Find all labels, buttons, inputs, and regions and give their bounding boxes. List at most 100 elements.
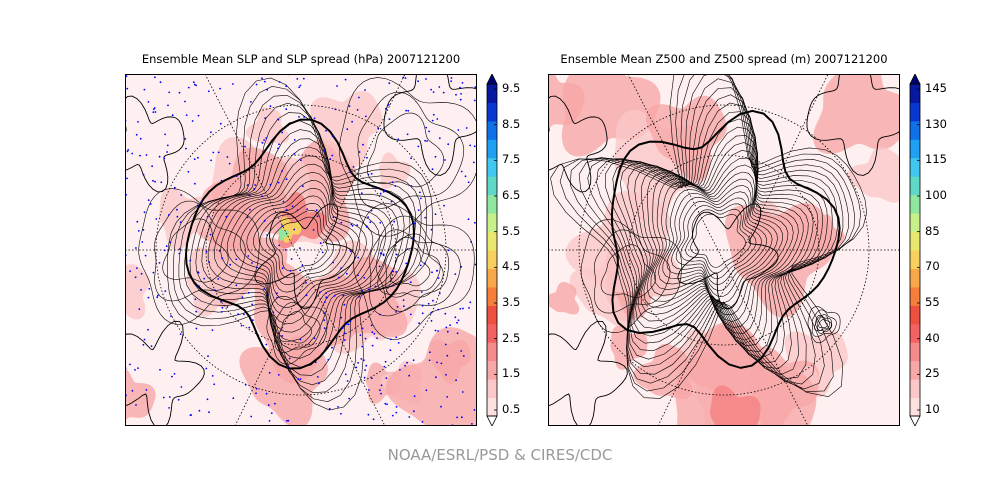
colorbar-tick-label: 85 [925, 223, 940, 238]
observation-dot [251, 262, 253, 264]
observation-dot [391, 414, 394, 417]
observation-dot [154, 76, 156, 79]
observation-dot [203, 277, 206, 280]
observation-dot [395, 411, 398, 414]
observation-dot [462, 307, 464, 310]
observation-dot [178, 91, 181, 94]
observation-dot [139, 137, 142, 140]
observation-dot [313, 337, 316, 340]
observation-dot [379, 192, 382, 195]
contour-line [239, 180, 361, 308]
colorbar-bin [910, 379, 920, 399]
observation-dot [221, 306, 224, 309]
observation-dot [412, 359, 415, 362]
spread-shading [725, 203, 834, 318]
observation-dot [473, 145, 476, 148]
observation-dot [329, 158, 332, 160]
contour-line [815, 314, 832, 334]
observation-dot [446, 396, 449, 398]
slp-map [125, 74, 477, 426]
observation-dot [456, 416, 458, 419]
observation-dot [299, 247, 301, 250]
observation-dot [232, 83, 234, 85]
colorbar-bin [910, 176, 920, 196]
observation-dot [220, 300, 222, 303]
observation-dot [192, 81, 195, 84]
observation-dot [464, 175, 467, 178]
observation-dot [473, 161, 475, 164]
observation-dot [395, 271, 397, 273]
colorbar-tick-label: 9.5 [502, 81, 521, 95]
observation-dot [126, 177, 128, 180]
observation-dot [312, 229, 315, 231]
observation-dot [139, 154, 141, 157]
observation-dot [240, 324, 243, 327]
observation-dot [179, 221, 182, 224]
observation-dot [187, 86, 190, 89]
observation-dot [316, 376, 319, 378]
colorbar-bin [487, 342, 497, 362]
contour-line [671, 191, 768, 291]
colorbar-bin [910, 157, 920, 177]
observation-dot [137, 367, 139, 369]
observation-dot [254, 184, 256, 186]
observation-dot [255, 266, 258, 269]
observation-dot [281, 267, 284, 270]
observation-dot [336, 85, 338, 87]
observation-dot [418, 322, 420, 325]
observation-dot [390, 200, 393, 203]
observation-dot [270, 412, 273, 414]
observation-dot [365, 225, 368, 228]
contour-line [375, 229, 449, 312]
observation-dot [370, 172, 373, 175]
observation-dot [325, 296, 328, 299]
observation-dot [137, 121, 139, 123]
colorbar-bin [910, 397, 920, 417]
colorbar-bin [910, 84, 920, 103]
observation-dot [180, 194, 183, 196]
coastline [806, 74, 900, 176]
observation-dot [343, 332, 346, 335]
contour-line [173, 85, 427, 403]
latitude-circle [578, 104, 870, 396]
colorbar-tick-label: 4.5 [502, 259, 521, 274]
observation-dot [358, 151, 361, 153]
observation-dot [473, 99, 476, 102]
observation-dot [367, 216, 369, 219]
observation-dot [141, 241, 144, 243]
observation-dot [459, 98, 462, 101]
contour-line [252, 195, 348, 293]
observation-dot [318, 382, 320, 385]
observation-dot [269, 105, 272, 108]
observation-dot [349, 320, 352, 323]
meridian-line [204, 74, 386, 426]
observation-dot [297, 378, 300, 381]
contour-line [690, 213, 746, 268]
observation-dot [178, 248, 181, 251]
observation-dot [197, 271, 199, 273]
colorbar-tick-label: 2.5 [502, 330, 521, 345]
colorbar-bin [487, 120, 497, 140]
observation-dot [434, 329, 437, 332]
observation-dot [391, 270, 394, 273]
observation-dot [428, 130, 430, 133]
contour-line [811, 309, 837, 337]
footer-credit: NOAA/ESRL/PSD & CIRES/CDC [387, 446, 613, 464]
observation-dot [152, 111, 155, 113]
contour-line [640, 135, 809, 341]
observation-dot [474, 86, 477, 89]
spread-shading [201, 147, 299, 235]
observation-dot [461, 416, 463, 419]
observation-dot [248, 326, 251, 329]
spread-shading [125, 264, 150, 320]
observation-dot [437, 277, 440, 279]
observation-dot [394, 185, 397, 187]
colorbar-bin [487, 194, 497, 214]
observation-dot [378, 265, 381, 268]
observation-dot [457, 319, 460, 322]
observation-dot [126, 87, 129, 90]
spread-shading [548, 281, 580, 315]
observation-dot [145, 154, 148, 156]
colorbar-bin [910, 250, 920, 269]
colorbar-min-extension [486, 415, 498, 426]
